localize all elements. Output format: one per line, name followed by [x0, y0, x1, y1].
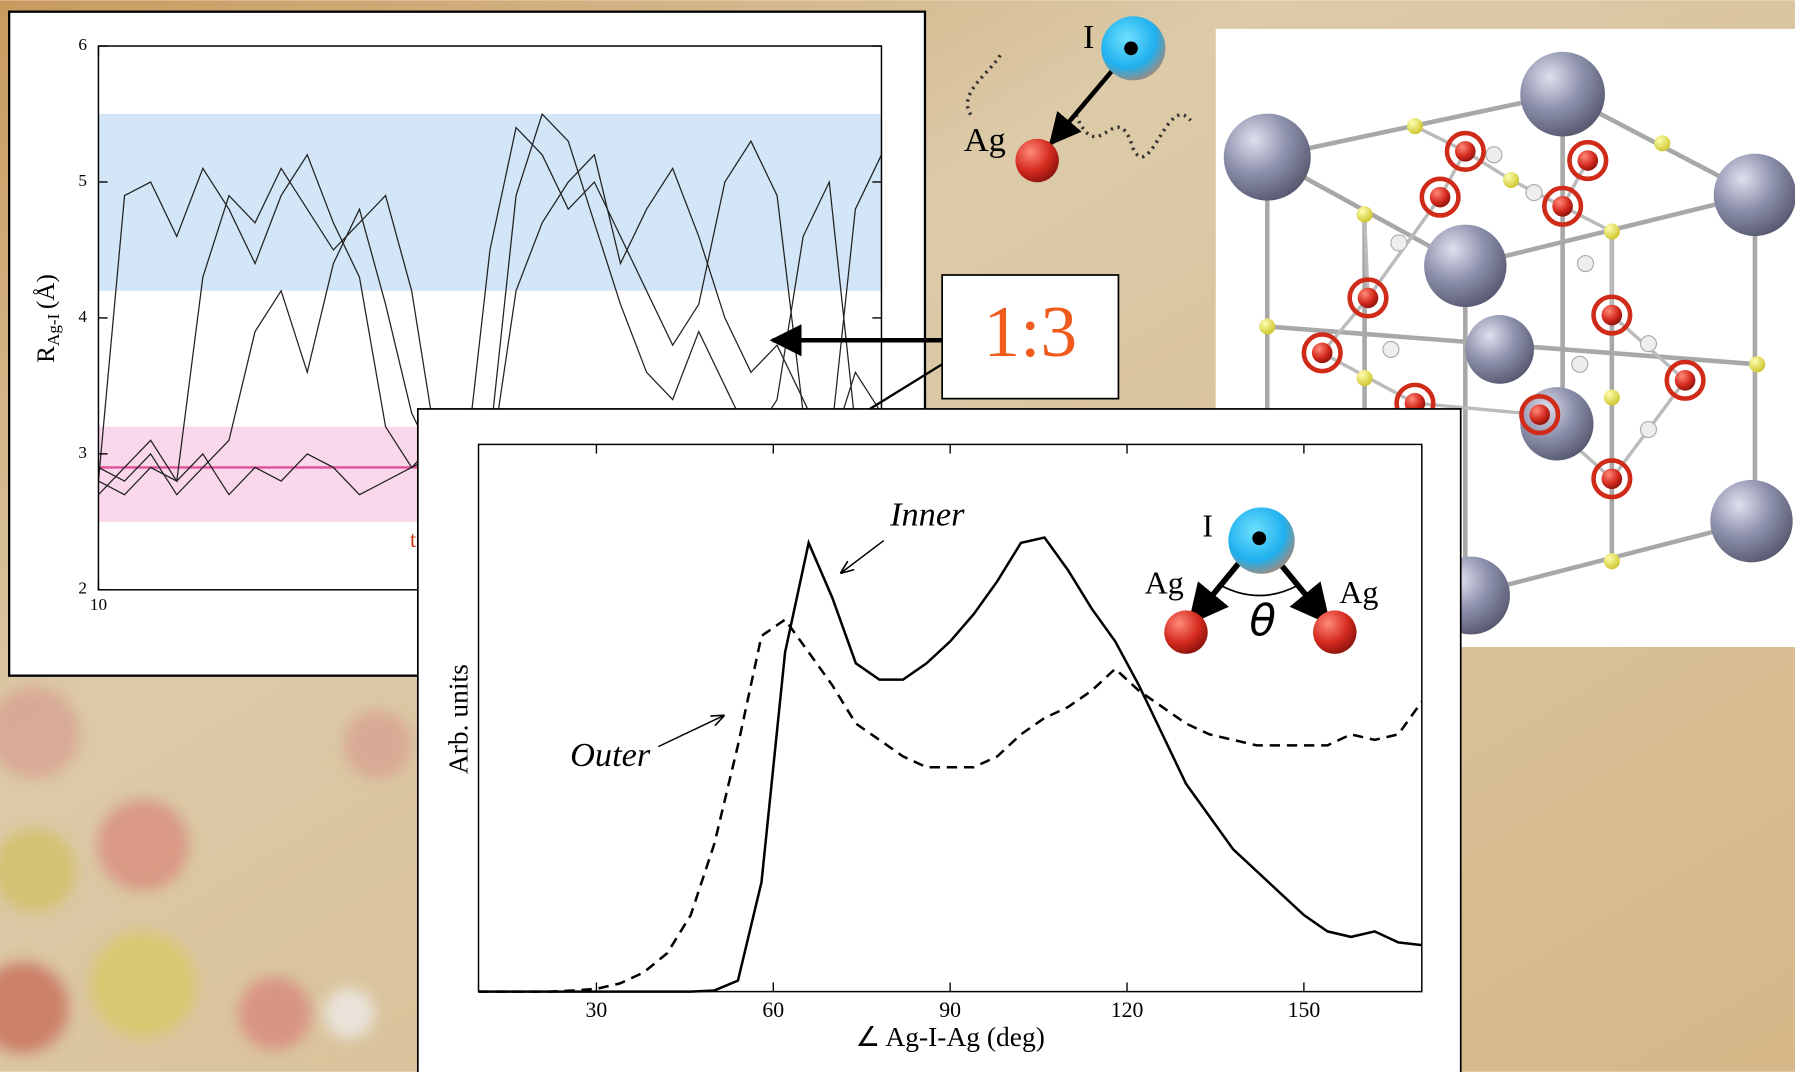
band: [98, 114, 881, 291]
x-tick-label: 10: [90, 595, 107, 614]
page: I Ag 2 3 4 5 6 10 RAg-I (Å) t 1:3 30 60 90 120 150 ∠ …: [0, 0, 1795, 1072]
inset-atom: [1164, 610, 1208, 654]
x-tick-label: 60: [762, 998, 784, 1022]
inset-label: Ag: [1339, 574, 1378, 610]
y-tick-label: 6: [78, 35, 87, 54]
series-label: Outer: [570, 736, 651, 774]
atom-label: Ag: [964, 121, 1006, 159]
y-axis-label-main: R: [33, 346, 60, 363]
series-label: Inner: [889, 496, 965, 534]
x-tick-label: 120: [1111, 998, 1144, 1022]
inset-atom: [1252, 531, 1266, 545]
x-axis-label: ∠ Ag-I-Ag (deg): [855, 1022, 1044, 1052]
atom-label: I: [1083, 18, 1094, 56]
figure: I Ag 2 3 4 5 6 10 RAg-I (Å) t 1:3 30 60 90 120 150 ∠ …: [0, 0, 1795, 1072]
inset-label: θ: [1249, 597, 1276, 647]
x-tick-label: 30: [586, 998, 608, 1022]
y-axis-label-sub: Ag-I: [44, 313, 63, 346]
x-tick-label: 90: [939, 998, 961, 1022]
inset-atom: [1313, 610, 1357, 654]
inset-label: Ag: [1145, 565, 1184, 601]
y-axis-label: Arb. units: [444, 664, 474, 774]
x-axis-label: t: [410, 527, 417, 552]
y-axis-label-unit: (Å): [33, 274, 60, 309]
ratio-label: 1:3: [983, 291, 1077, 372]
x-tick-label: 150: [1288, 998, 1321, 1022]
y-tick-label: 5: [78, 171, 87, 190]
y-tick-label: 2: [78, 579, 87, 598]
chart-panel-2: 30 60 90 120 150 ∠ Ag-I-Ag (deg) Arb. units Inn…: [418, 409, 1461, 1072]
y-tick-label: 3: [78, 443, 87, 462]
y-tick-label: 4: [78, 307, 87, 326]
inset-label: I: [1202, 507, 1213, 543]
